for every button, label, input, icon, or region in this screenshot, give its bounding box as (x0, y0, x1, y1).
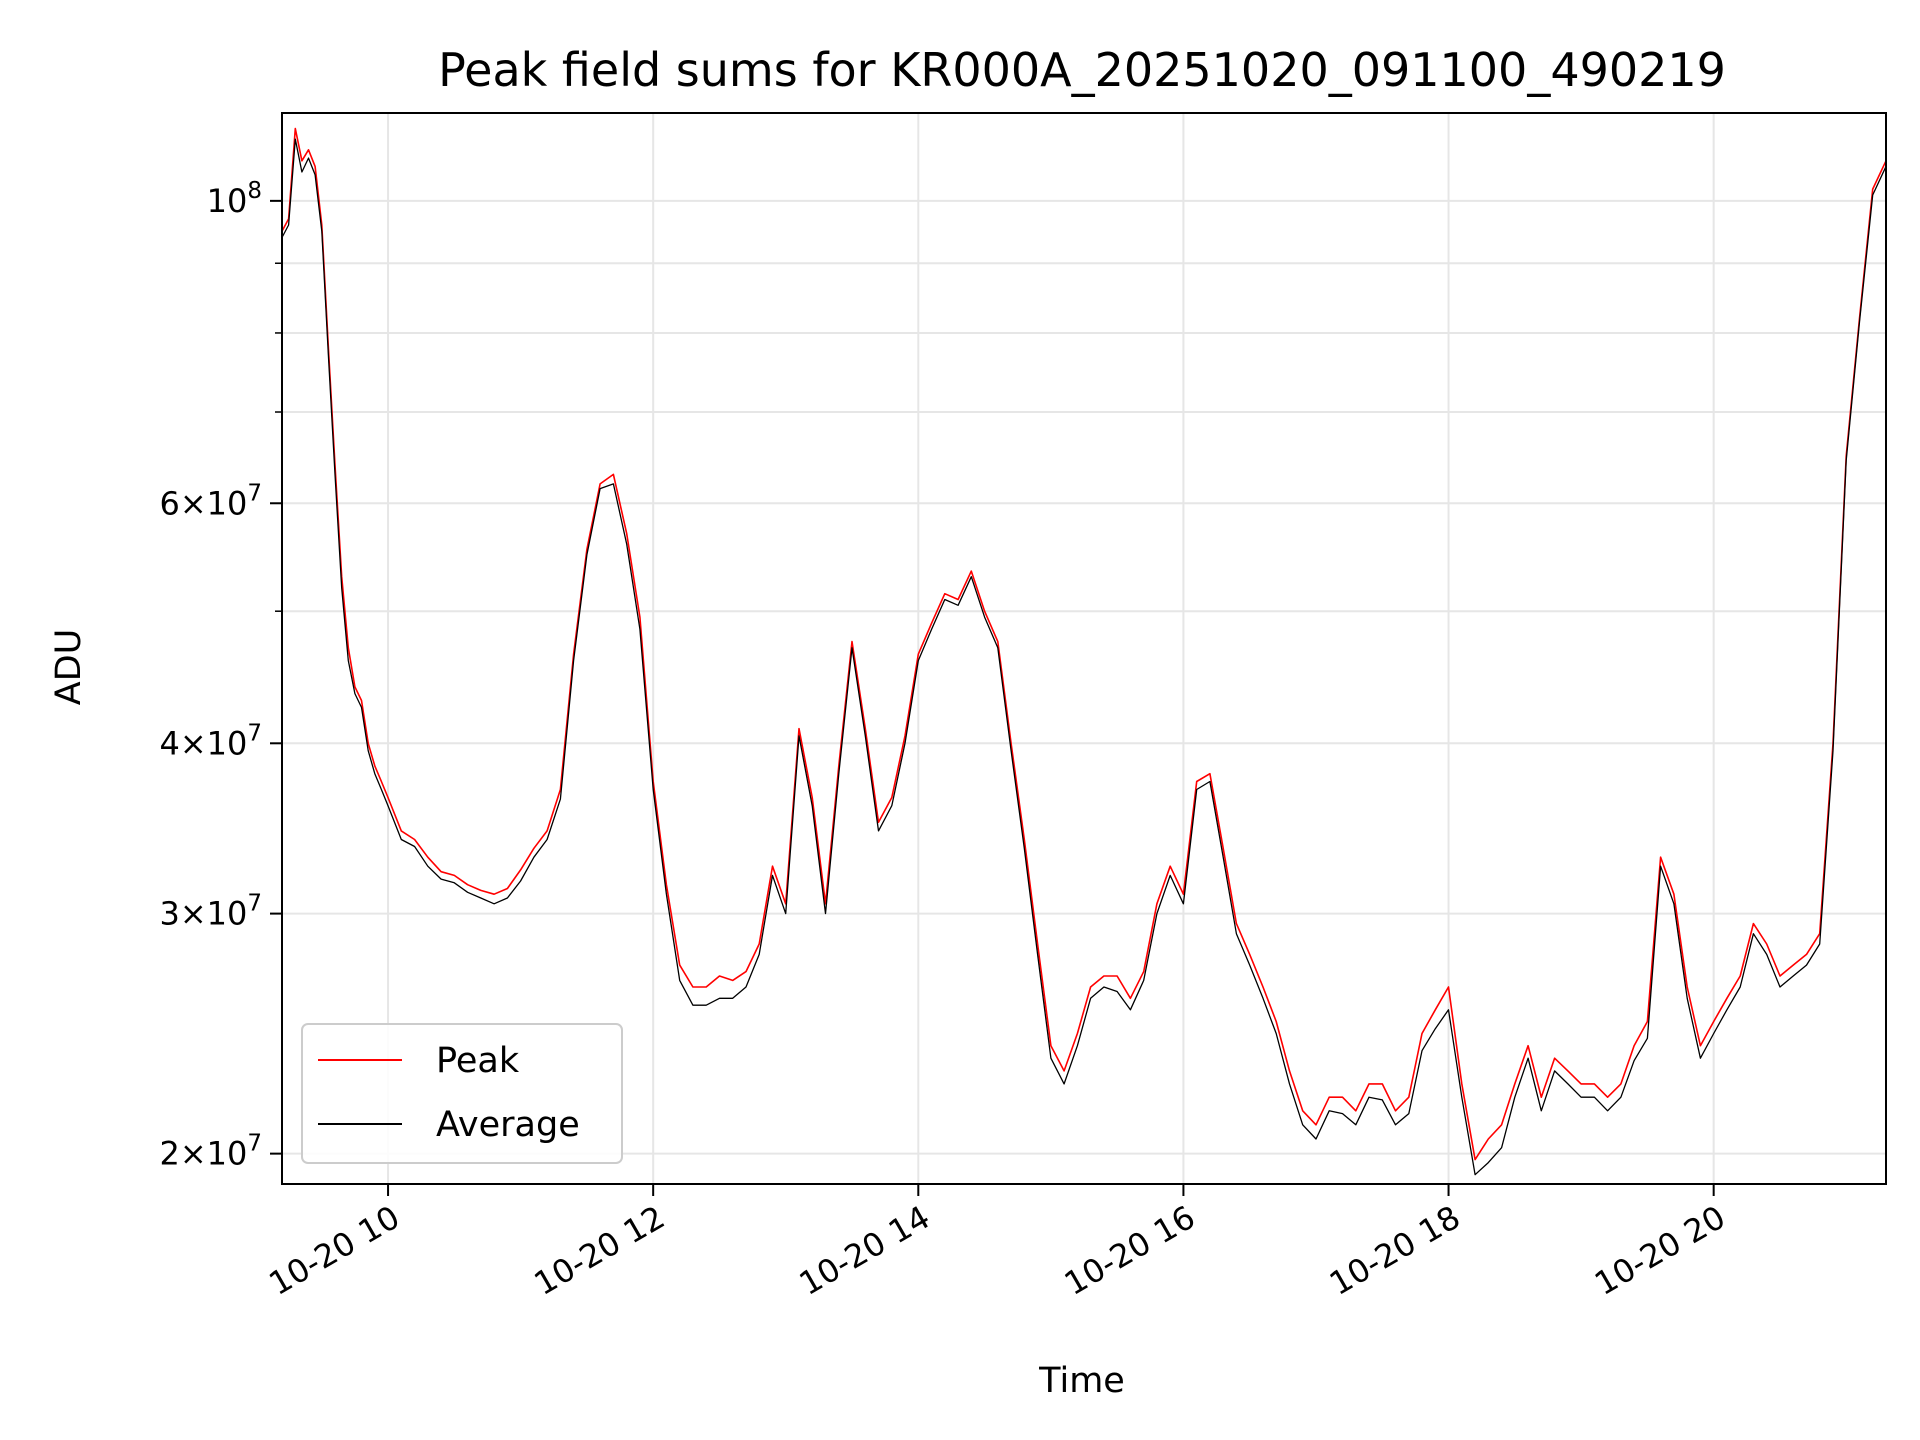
legend: Peak Average (301, 1023, 623, 1164)
y-tick-label: 3×107 (159, 891, 262, 933)
y-tick-exponent: 7 (247, 891, 262, 917)
y-tick-exponent: 7 (247, 480, 262, 506)
y-tick-label: 108 (207, 178, 262, 220)
chart-title: Peak field sums for KR000A_20251020_0911… (438, 43, 1726, 97)
series-layer (282, 127, 1886, 1176)
y-tick-exponent: 8 (247, 178, 262, 204)
y-tick-mantissa: 4×10 (159, 724, 247, 762)
series-line-peak (282, 127, 1886, 1161)
y-tick-label: 4×107 (159, 720, 262, 762)
plot-frame (281, 112, 1887, 1185)
y-tick-mantissa: 3×10 (159, 895, 247, 933)
legend-label-average: Average (436, 1105, 580, 1145)
y-tick-mantissa: 10 (207, 182, 248, 220)
x-axis-label: Time (1038, 1361, 1125, 1401)
y-tick-mantissa: 6×10 (159, 484, 247, 522)
series-group (282, 127, 1886, 1176)
y-tick-mantissa: 2×10 (159, 1135, 247, 1173)
y-tick-exponent: 7 (247, 1131, 262, 1157)
legend-label-peak: Peak (436, 1041, 520, 1081)
legend-box (301, 1023, 623, 1164)
y-axis-label: ADU (49, 629, 89, 706)
y-tick-label: 2×107 (159, 1131, 262, 1173)
y-tick-exponent: 7 (247, 720, 262, 746)
series-line-average (282, 138, 1886, 1176)
y-tick-label: 6×107 (159, 480, 262, 522)
